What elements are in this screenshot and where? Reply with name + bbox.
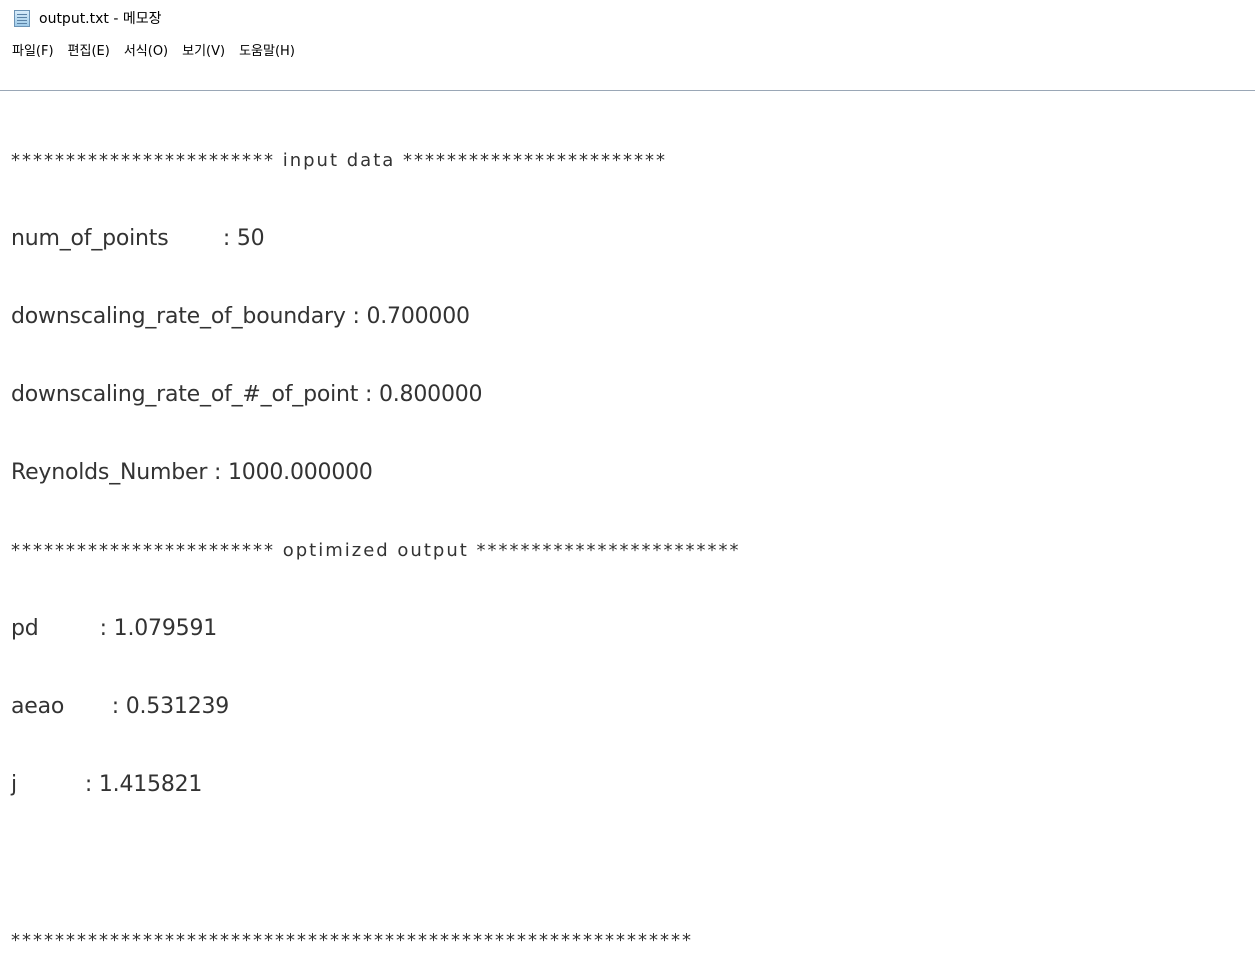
text-line-reynolds: Reynolds_Number : 1000.000000 — [11, 460, 373, 485]
text-line-num-of-points: num_of_points : 50 — [11, 226, 265, 251]
menu-format[interactable]: 서식(O) — [123, 43, 169, 59]
menu-file[interactable]: 파일(F) — [12, 43, 54, 59]
menu-bar: 파일(F) 편집(E) 서식(O) 보기(V) 도움말(H) — [0, 36, 1255, 62]
menu-help[interactable]: 도움말(H) — [239, 43, 295, 59]
title-bar: output.txt - 메모장 — [0, 0, 1255, 36]
text-line-point-rate: downscaling_rate_of_#_of_point : 0.80000… — [11, 382, 483, 407]
notepad-icon — [14, 9, 30, 27]
text-line-input-header: ************************ input data ****… — [11, 150, 668, 171]
text-line-pd: pd : 1.079591 — [11, 616, 218, 641]
text-line-output-header: ************************ optimized outpu… — [11, 540, 741, 561]
text-line-separator: ****************************************… — [11, 930, 693, 951]
text-editor[interactable]: ************************ input data ****… — [0, 90, 1255, 951]
text-line-blank — [11, 850, 1255, 876]
text-line-j: j : 1.415821 — [11, 772, 203, 797]
text-line-boundary-rate: downscaling_rate_of_boundary : 0.700000 — [11, 304, 470, 329]
menu-view[interactable]: 보기(V) — [182, 43, 226, 59]
menu-edit[interactable]: 편집(E) — [67, 43, 110, 59]
window-title: output.txt - 메모장 — [39, 11, 162, 27]
text-line-aeao: aeao : 0.531239 — [11, 694, 230, 719]
